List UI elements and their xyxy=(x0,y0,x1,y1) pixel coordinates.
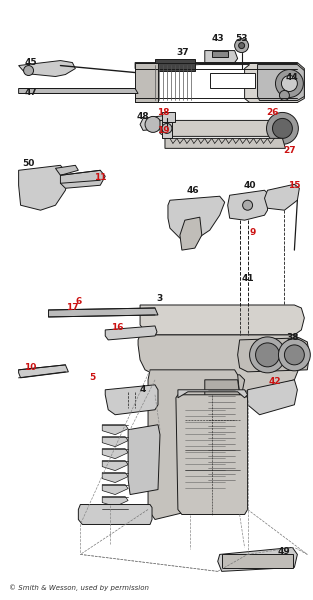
Text: 40: 40 xyxy=(243,181,256,190)
Polygon shape xyxy=(102,473,128,482)
Circle shape xyxy=(23,65,33,76)
Polygon shape xyxy=(18,365,69,378)
Text: 19: 19 xyxy=(157,126,169,135)
Circle shape xyxy=(235,38,249,53)
Polygon shape xyxy=(105,326,157,340)
Text: 26: 26 xyxy=(266,108,279,117)
Polygon shape xyxy=(176,395,248,515)
Text: 47: 47 xyxy=(24,88,37,97)
Polygon shape xyxy=(135,62,304,103)
Bar xyxy=(222,554,293,568)
Text: 15: 15 xyxy=(288,181,300,190)
Polygon shape xyxy=(140,115,168,130)
Circle shape xyxy=(280,91,290,100)
Text: 43: 43 xyxy=(211,34,224,43)
Polygon shape xyxy=(178,390,248,398)
Circle shape xyxy=(279,339,310,371)
Polygon shape xyxy=(102,437,128,446)
Polygon shape xyxy=(102,485,128,494)
Polygon shape xyxy=(128,425,160,494)
Text: 5: 5 xyxy=(89,373,95,382)
Polygon shape xyxy=(60,170,105,188)
Text: 16: 16 xyxy=(111,323,123,332)
Polygon shape xyxy=(102,425,128,434)
Polygon shape xyxy=(162,122,172,139)
Text: 4: 4 xyxy=(140,385,146,394)
Text: 18: 18 xyxy=(157,108,169,117)
Text: 44: 44 xyxy=(286,73,299,82)
Polygon shape xyxy=(205,50,238,62)
Polygon shape xyxy=(55,166,78,175)
Circle shape xyxy=(281,76,297,91)
Polygon shape xyxy=(162,382,238,408)
Polygon shape xyxy=(218,547,297,571)
Text: 3: 3 xyxy=(157,293,163,302)
Polygon shape xyxy=(49,308,158,317)
Polygon shape xyxy=(264,184,299,210)
Text: 42: 42 xyxy=(268,377,281,386)
Circle shape xyxy=(275,70,303,97)
Polygon shape xyxy=(135,62,158,103)
Circle shape xyxy=(285,345,304,365)
Polygon shape xyxy=(140,305,304,335)
Polygon shape xyxy=(258,65,304,100)
Polygon shape xyxy=(102,449,128,458)
Polygon shape xyxy=(138,335,304,392)
Text: 49: 49 xyxy=(278,547,291,556)
Polygon shape xyxy=(102,497,128,506)
Circle shape xyxy=(185,434,205,455)
Polygon shape xyxy=(205,380,240,500)
Polygon shape xyxy=(212,50,228,56)
Text: 17: 17 xyxy=(66,304,79,313)
Text: 11: 11 xyxy=(94,173,106,182)
Text: 46: 46 xyxy=(187,186,199,195)
Polygon shape xyxy=(180,217,202,250)
Polygon shape xyxy=(162,112,175,122)
Circle shape xyxy=(239,43,244,49)
Polygon shape xyxy=(160,121,282,136)
Circle shape xyxy=(266,112,298,145)
Circle shape xyxy=(243,200,253,210)
Circle shape xyxy=(145,116,161,133)
Polygon shape xyxy=(78,505,152,524)
Text: 48: 48 xyxy=(137,112,149,121)
Polygon shape xyxy=(168,196,225,240)
Text: 38: 38 xyxy=(286,334,299,343)
Text: 37: 37 xyxy=(177,48,189,57)
Polygon shape xyxy=(248,380,297,415)
Circle shape xyxy=(249,337,285,373)
Circle shape xyxy=(273,118,292,139)
Polygon shape xyxy=(165,139,285,148)
Text: 45: 45 xyxy=(24,58,37,67)
Polygon shape xyxy=(238,338,309,372)
Polygon shape xyxy=(18,61,75,77)
Text: 53: 53 xyxy=(235,34,248,43)
Circle shape xyxy=(162,124,172,133)
Polygon shape xyxy=(210,73,254,88)
Polygon shape xyxy=(18,88,138,94)
Bar xyxy=(155,59,195,71)
Text: 9: 9 xyxy=(249,227,256,236)
Polygon shape xyxy=(102,461,128,470)
Polygon shape xyxy=(148,370,240,520)
Text: 50: 50 xyxy=(23,159,35,168)
Text: 41: 41 xyxy=(241,274,254,283)
Text: 6: 6 xyxy=(75,298,81,307)
Text: © Smith & Wesson, used by permission: © Smith & Wesson, used by permission xyxy=(9,584,149,590)
Polygon shape xyxy=(102,509,128,518)
Circle shape xyxy=(255,343,280,367)
Text: 27: 27 xyxy=(283,146,296,155)
Polygon shape xyxy=(228,190,268,220)
Polygon shape xyxy=(18,166,69,210)
Polygon shape xyxy=(153,375,244,415)
Polygon shape xyxy=(105,385,158,415)
Text: 10: 10 xyxy=(24,364,37,373)
